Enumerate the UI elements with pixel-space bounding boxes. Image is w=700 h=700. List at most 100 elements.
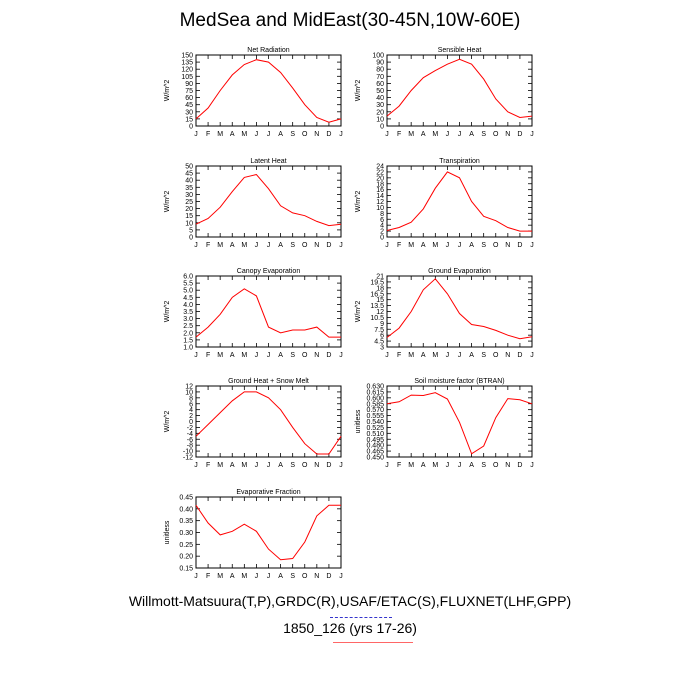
panel-7-ytick-label: 0: [189, 419, 193, 426]
panel-7-xtick-label: J: [339, 462, 343, 469]
panel-7-ytick-label: -2: [187, 425, 193, 432]
panel-1-title: Net Radiation: [247, 47, 290, 54]
panel-7-xtick-label: S: [290, 462, 295, 469]
panel-2-ytick-label: 80: [376, 67, 384, 74]
panel-8-xtick-label: J: [530, 462, 534, 469]
panel-7-ytick-label: 12: [185, 384, 193, 391]
panel-7-ytick-label: -10: [183, 449, 193, 456]
panel-8-ytick-label: 0.585: [366, 401, 384, 408]
panel-5-xtick-label: J: [267, 352, 271, 359]
panel-3-series-line: [195, 173, 342, 227]
panel-2-ytick-label: 10: [376, 116, 384, 123]
panel-9-ytick-label: 0.30: [179, 530, 193, 537]
panel-8-ytick-label: 0.555: [366, 413, 384, 420]
panel-1-ytick-label: 45: [185, 102, 193, 109]
panel-1-xtick-label: F: [206, 131, 210, 138]
panel-6-xtick-label: O: [493, 352, 499, 359]
panel-5-ytick-label: 5.0: [183, 288, 193, 295]
panel-3-ytick-label: 25: [185, 199, 193, 206]
panel-5-ylabel: W/m^2: [164, 301, 171, 323]
panel-7-frame: [195, 385, 342, 458]
panel-6-title: Ground Evaporation: [428, 268, 491, 275]
panel-1-xtick-label: M: [217, 131, 223, 138]
panel-7-ytick-label: -6: [187, 437, 193, 444]
panel-5-ytick-label: 5.5: [183, 281, 193, 288]
panel-9-ytick-label: 0.45: [179, 495, 193, 502]
panel-2-xtick-label: J: [530, 131, 534, 138]
panel-4-ytick-label: 8: [380, 211, 384, 218]
panel-grid: Net RadiationW/m^20153045607590105120135…: [164, 47, 534, 580]
panel-3-xtick-label: J: [267, 242, 271, 249]
caption-underline-blue: [330, 617, 392, 619]
panel-7-ytick-label: -12: [183, 455, 193, 462]
panel-5-xtick-label: F: [206, 352, 210, 359]
panel-8-xtick-label: J: [385, 462, 389, 469]
panel-1: Net Radiation W/m^2 0153045607590105120135…: [164, 47, 343, 138]
panel-5-ytick-label: 4.5: [183, 295, 193, 302]
panel-5-xtick-label: A: [230, 352, 235, 359]
panel-1-ytick-label: 30: [185, 109, 193, 116]
panel-9-ytick-label: 0.20: [179, 554, 193, 561]
panel-4-series-line: [386, 171, 532, 232]
panel-4-xtick-label: A: [421, 242, 426, 249]
panel-3-xtick-label: D: [326, 242, 331, 249]
panel-9-ylabel: unitless: [164, 520, 171, 544]
panel-7-ylabel: W/m^2: [164, 411, 171, 433]
panel-5-xtick-label: J: [194, 352, 198, 359]
panel-2-ytick-label: 90: [376, 60, 384, 67]
panel-1-ytick-label: 135: [181, 60, 193, 67]
panel-3-ytick-label: 45: [185, 171, 193, 178]
panel-3-xtick-label: J: [255, 242, 259, 249]
panel-2-ytick-label: 50: [376, 88, 384, 95]
panel-1-xtick-label: J: [255, 131, 259, 138]
panel-4-xtick-label: O: [493, 242, 499, 249]
panel-5-ytick-label: 2.0: [183, 330, 193, 337]
panel-5-xtick-label: S: [290, 352, 295, 359]
panel-4-ytick-label: 12: [376, 199, 384, 206]
panel-2-xtick-label: A: [421, 131, 426, 138]
panel-2-xtick-label: M: [408, 131, 414, 138]
panel-5-xtick-label: M: [241, 352, 247, 359]
panel-3-xtick-label: A: [230, 242, 235, 249]
panel-1-xtick-label: A: [230, 131, 235, 138]
panel-4-title: Transpiration: [439, 158, 480, 165]
panel-8-ytick-label: 0.630: [366, 384, 384, 391]
panel-7-ytick-label: 8: [189, 395, 193, 402]
panel-5-xtick-label: J: [255, 352, 259, 359]
panel-1-xtick-label: J: [339, 131, 343, 138]
panel-7-ytick-label: -4: [187, 431, 193, 438]
panel-4-ytick-label: 2: [380, 229, 384, 236]
panel-2-xtick-label: J: [385, 131, 389, 138]
panel-7-xtick-label: M: [241, 462, 247, 469]
panel-2-xtick-label: M: [432, 131, 438, 138]
panel-2-ytick-label: 70: [376, 74, 384, 81]
panel-4-xtick-label: M: [408, 242, 414, 249]
panel-9-xtick-label: A: [278, 573, 283, 580]
panel-4-ytick-label: 22: [376, 169, 384, 176]
panel-2-xtick-label: S: [481, 131, 486, 138]
panel-3-ytick-label: 10: [185, 220, 193, 227]
panel-3-xtick-label: J: [194, 242, 198, 249]
panel-6-xtick-label: J: [458, 352, 462, 359]
figure-title: MedSea and MidEast(30-45N,10W-60E): [179, 10, 521, 31]
panel-5-xtick-label: O: [302, 352, 308, 359]
panel-6-xtick-label: S: [481, 352, 486, 359]
panel-6-xtick-label: M: [408, 352, 414, 359]
panel-9-series-line: [195, 504, 341, 561]
panel-1-xtick-label: J: [267, 131, 271, 138]
panel-2-xtick-label: O: [493, 131, 499, 138]
panel-9-ytick-label: 0.35: [179, 518, 193, 525]
panel-9-xtick-label: M: [241, 573, 247, 580]
panel-8-xtick-label: S: [481, 462, 486, 469]
panel-4-xtick-label: J: [458, 242, 462, 249]
panel-5-ytick-label: 3.0: [183, 316, 193, 323]
panel-3-xtick-label: J: [339, 242, 343, 249]
panel-3-xtick-label: M: [241, 242, 247, 249]
panel-8-ytick-label: 0.570: [366, 407, 384, 414]
data-sources-caption: Willmott-Matsuura(T,P),GRDC(R),USAF/ETAC…: [128, 593, 572, 609]
panel-6-ytick-label: 3: [380, 345, 384, 352]
panel-5-frame: [195, 275, 342, 348]
panel-3-ytick-label: 35: [185, 185, 193, 192]
panel-2-ytick-label: 100: [372, 53, 384, 60]
caption-underline-red: [333, 642, 413, 643]
